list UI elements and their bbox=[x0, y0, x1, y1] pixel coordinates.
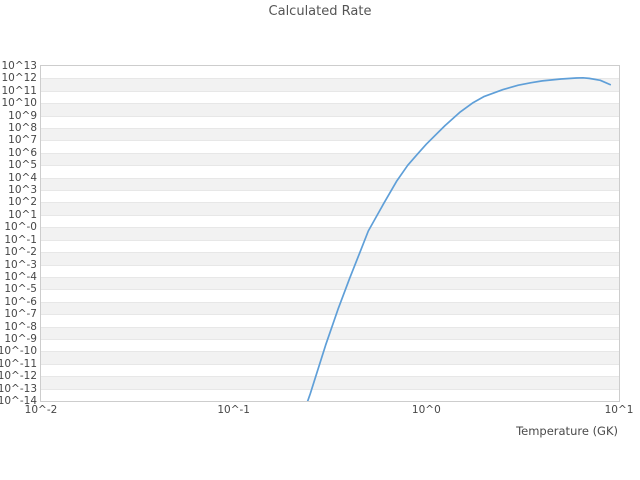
grid-band bbox=[41, 239, 619, 253]
gridline bbox=[41, 289, 619, 291]
grid-band bbox=[41, 90, 619, 104]
gridline bbox=[41, 165, 619, 167]
x-axis-title: Temperature (GK) bbox=[516, 424, 618, 438]
grid-band bbox=[41, 214, 619, 228]
grid-band bbox=[41, 264, 619, 277]
grid-band bbox=[41, 140, 619, 153]
gridline bbox=[41, 314, 619, 316]
gridline bbox=[41, 252, 619, 254]
grid-band bbox=[41, 276, 619, 290]
gridline bbox=[41, 152, 619, 154]
grid-band bbox=[41, 66, 619, 79]
gridline bbox=[41, 376, 619, 378]
y-tick-label: 10^5 bbox=[8, 159, 37, 172]
grid-band bbox=[41, 376, 619, 389]
y-tick-label: 10^-11 bbox=[0, 357, 37, 370]
gridline bbox=[41, 177, 619, 179]
y-tick-label: 10^-1 bbox=[4, 233, 37, 246]
y-tick-label: 10^-8 bbox=[4, 320, 37, 333]
gridline bbox=[41, 128, 619, 130]
gridline bbox=[41, 227, 619, 229]
gridline bbox=[41, 115, 619, 117]
grid-band bbox=[41, 338, 619, 352]
y-tick-label: 10^-7 bbox=[4, 308, 37, 321]
grid-band bbox=[41, 289, 619, 302]
grid-band bbox=[41, 177, 619, 191]
gridline bbox=[41, 103, 619, 105]
grid-band bbox=[41, 190, 619, 203]
gridline bbox=[41, 202, 619, 204]
gridline bbox=[41, 90, 619, 92]
x-tick-label: 10^1 bbox=[604, 404, 634, 416]
gridline bbox=[41, 264, 619, 266]
x-tick-label: 10^-2 bbox=[24, 404, 58, 416]
grid-band bbox=[41, 314, 619, 327]
grid-band bbox=[41, 78, 619, 91]
y-tick-label: 10^-4 bbox=[4, 270, 37, 283]
y-tick-label: 10^10 bbox=[1, 97, 37, 110]
gridline bbox=[41, 214, 619, 216]
y-tick-label: 10^-13 bbox=[0, 382, 37, 395]
gridline bbox=[41, 276, 619, 278]
grid-band bbox=[41, 202, 619, 215]
y-tick-label: 10^13 bbox=[1, 60, 37, 72]
grid-band bbox=[41, 351, 619, 364]
y-tick-label: 10^-2 bbox=[4, 246, 37, 259]
gridline bbox=[41, 78, 619, 80]
gridline bbox=[41, 190, 619, 192]
gridline bbox=[41, 140, 619, 142]
y-tick-label: 10^7 bbox=[8, 134, 37, 147]
y-tick-label: 10^6 bbox=[8, 146, 37, 159]
rate-curve bbox=[306, 76, 612, 401]
grid-band bbox=[41, 115, 619, 129]
gridline bbox=[41, 351, 619, 353]
y-tick-label: 10^-10 bbox=[0, 345, 37, 358]
y-tick-label: 10^-6 bbox=[4, 295, 37, 308]
x-tick-label: 10^0 bbox=[411, 404, 441, 416]
y-tick-label: 10^-3 bbox=[4, 258, 37, 271]
gridline bbox=[41, 338, 619, 340]
y-tick-label: 10^-5 bbox=[4, 283, 37, 296]
x-tick-label: 10^-1 bbox=[217, 404, 250, 416]
grid-band bbox=[41, 227, 619, 240]
y-tick-label: 10^1 bbox=[8, 208, 37, 221]
grid-band bbox=[41, 388, 619, 401]
gridline bbox=[41, 388, 619, 390]
grid-band bbox=[41, 301, 619, 315]
y-tick-label: 10^9 bbox=[8, 109, 37, 122]
y-tick-label: 10^3 bbox=[8, 184, 37, 197]
y-tick-label: 10^11 bbox=[1, 84, 37, 97]
y-tick-label: 10^-14 bbox=[0, 395, 37, 407]
grid-band bbox=[41, 252, 619, 265]
chart-title: Calculated Rate bbox=[268, 4, 372, 19]
y-tick-label: 10^-9 bbox=[4, 332, 37, 345]
grid-band bbox=[41, 165, 619, 178]
y-tick-label: 10^4 bbox=[8, 171, 37, 184]
grid-band bbox=[41, 128, 619, 141]
gridline bbox=[41, 326, 619, 328]
gridline bbox=[41, 363, 619, 365]
y-tick-label: 10^12 bbox=[1, 72, 37, 85]
y-tick-label: 10^2 bbox=[8, 196, 37, 209]
gridline bbox=[41, 239, 619, 241]
y-tick-label: 10^-12 bbox=[0, 370, 37, 383]
gridline bbox=[41, 301, 619, 303]
y-tick-label: 10^-0 bbox=[4, 221, 37, 234]
grid-band bbox=[41, 103, 619, 116]
grid-band bbox=[41, 363, 619, 377]
y-tick-label: 10^8 bbox=[8, 122, 37, 135]
rate-curve-line bbox=[306, 76, 612, 401]
grid-band bbox=[41, 152, 619, 166]
plot-area bbox=[40, 65, 620, 402]
